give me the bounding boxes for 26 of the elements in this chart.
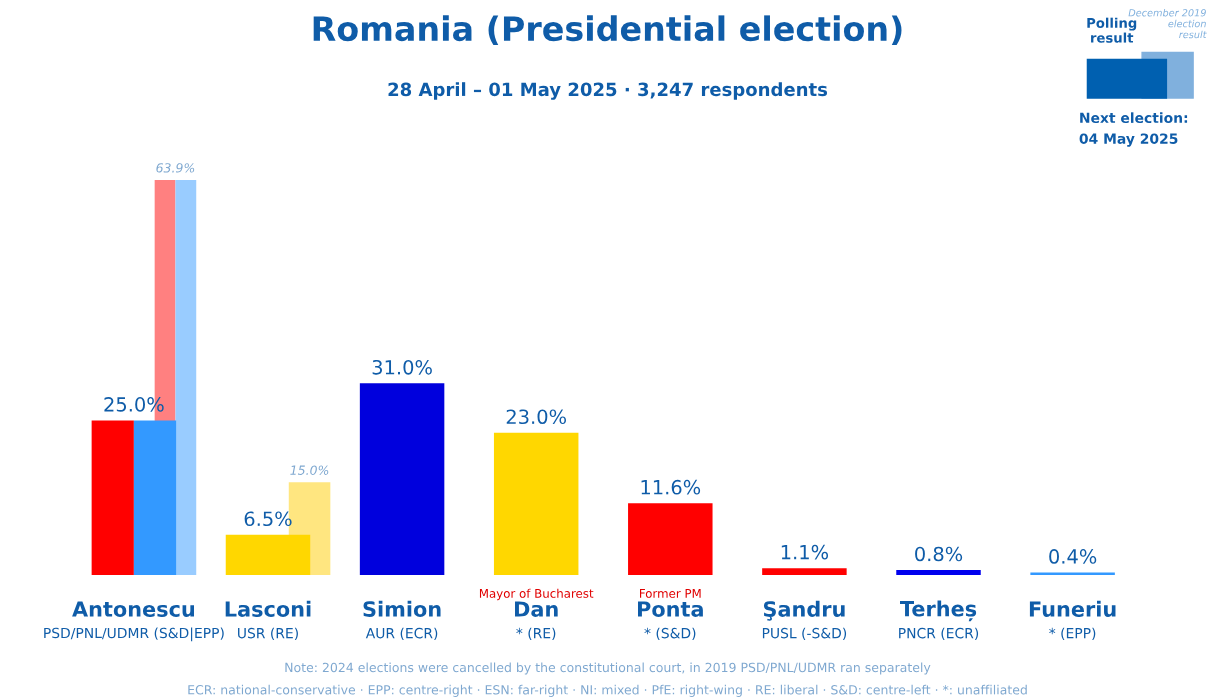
x-tick-label: Dan * (RE) (515, 601, 558, 641)
data-label: 11.6% (641, 479, 701, 495)
data-label: 23.0% (506, 409, 567, 425)
data-label: 25.0% (104, 397, 164, 412)
x-tick-label: Şandru PUSL (-S&D) (762, 600, 847, 641)
x-tick-label: Funeriu * (EPP) (1029, 600, 1116, 641)
data-label: 63.9% (156, 163, 195, 173)
text: Polling result (1087, 17, 1137, 43)
text: ECR: national-conservative · EPP: centre-right · ESN: far-right · NI: mixed · PfE: right-wing · RE: liberal · S&D: centre-left · *: unaffiliated (188, 684, 1027, 697)
chart-subtitle: 28 April – 01 May 2025 · 3,247 respondents (388, 82, 828, 100)
x-tick-label: Lasconi USR (RE) (225, 600, 311, 641)
data-label: 31.0% (372, 359, 432, 375)
x-tick-label: Simion AUR (ECR) (363, 600, 441, 641)
chart-title: Romania (Presidential election) (313, 15, 902, 46)
data-label: 15.0% (290, 465, 329, 475)
annotation: Mayor of Bucharest (479, 588, 594, 601)
data-label: 0.4% (1049, 549, 1097, 564)
text: Note: 2024 elections were cancelled by the constitutional court, in 2019 PSD/PNL/UDMR ran separately (285, 662, 931, 675)
data-label: 0.8% (915, 546, 963, 562)
data-label: 1.1% (781, 544, 829, 560)
x-tick-label: Ponta * (S&D) (638, 601, 703, 641)
data-label: 6.5% (244, 511, 292, 527)
text: Next election: 04 May 2025 (1079, 112, 1188, 147)
annotation: Former PM (640, 589, 701, 598)
x-tick-label: Antonescu PSD/PNL/UDMR (S&D|EPP) (44, 601, 224, 642)
x-tick-label: Terheș PNCR (ECR) (899, 600, 979, 641)
